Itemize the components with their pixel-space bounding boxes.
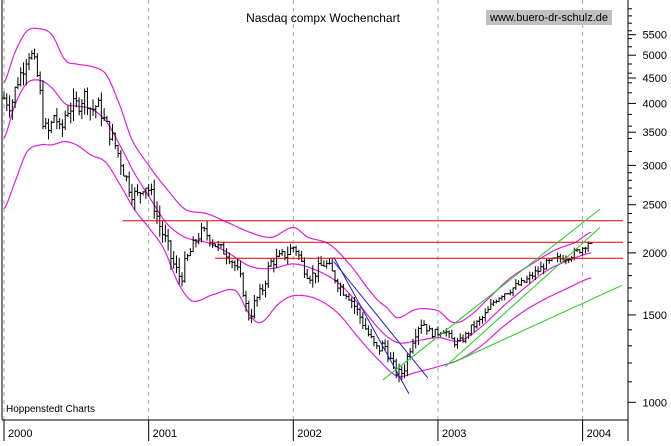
y-tick-label-3000: 3000: [643, 160, 667, 172]
y-tick-label-1500: 1500: [643, 310, 667, 322]
y-tick-label-1000: 1000: [643, 397, 667, 409]
y-tick-layer: 1000 1500 2000 2500 3000 3500 4000 4500 5000 5500: [628, 8, 667, 409]
downtrend-line-2: [333, 261, 429, 379]
uptrend-line-5: [452, 284, 622, 364]
uptrend-line-4: [444, 227, 601, 368]
uptrend-line-3: [382, 208, 601, 381]
x-tick-label-2004: 2004: [587, 428, 611, 440]
y-tick-label-5000: 5000: [643, 50, 667, 62]
chart-title: Nasdaq compx Wochenchart: [246, 11, 401, 25]
x-tick-label-2003: 2003: [442, 428, 466, 440]
y-tick-label-4000: 4000: [643, 98, 667, 110]
source-label: www.buero-dr-schulz.de: [489, 12, 608, 24]
y-tick-label-4500: 4500: [643, 73, 667, 85]
y-tick-label-3500: 3500: [643, 127, 667, 139]
x-tick-label-2002: 2002: [297, 428, 321, 440]
credit-label: Hoppenstedt Charts: [6, 404, 95, 415]
y-tick-label-2000: 2000: [643, 248, 667, 260]
grid-layer: [3, 0, 584, 420]
band-layer: [3, 27, 592, 378]
x-tick-layer: 2000 2001 2002 2003 2004: [3, 420, 611, 441]
price-layer: [2, 48, 593, 383]
x-tick-label-2000: 2000: [8, 428, 32, 440]
downtrend-line-1: [333, 256, 410, 395]
band-lower: [3, 140, 592, 378]
x-tick-label-2001: 2001: [153, 428, 177, 440]
y-tick-label-5500: 5500: [643, 30, 667, 42]
band-middle: [3, 79, 592, 344]
trend-layer: [333, 208, 622, 395]
band-upper: [3, 27, 592, 324]
y-tick-label-2500: 2500: [643, 200, 667, 212]
resistance-layer: [122, 220, 624, 259]
source-label-bg: [486, 10, 612, 25]
